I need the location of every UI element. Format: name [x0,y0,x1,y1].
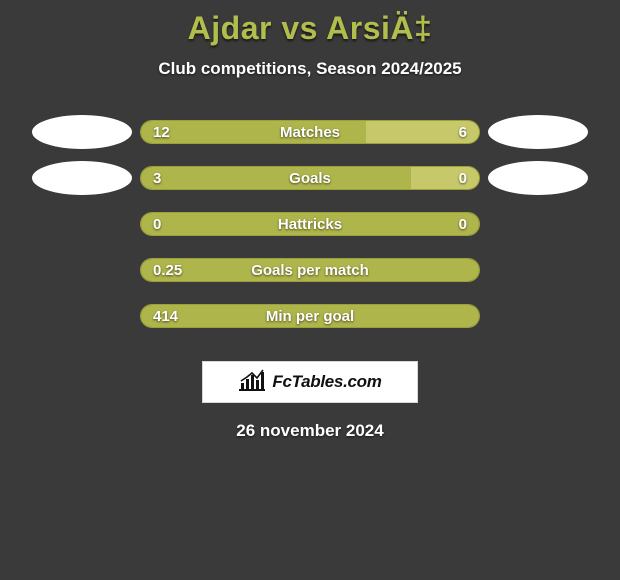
stats-card: Ajdar vs ArsiÄ‡ Club competitions, Seaso… [0,0,620,580]
right-badge [488,115,588,149]
stat-bar: Goals30 [140,166,480,190]
bar-base [141,259,479,281]
fctables-link[interactable]: FcTables.com [202,361,418,403]
stat-bar: Min per goal414 [140,304,480,328]
left-badge [32,115,132,149]
stat-row: Matches126 [0,109,620,155]
bar-highlight [366,121,479,143]
left-badge [32,161,132,195]
bar-base [141,305,479,327]
date-text: 26 november 2024 [0,421,620,441]
stat-row: Min per goal414 [0,293,620,339]
bar-highlight [411,167,479,189]
bar-base [141,213,479,235]
logo-text: FcTables.com [272,372,381,392]
stat-bar: Goals per match0.25 [140,258,480,282]
page-title: Ajdar vs ArsiÄ‡ [0,0,620,47]
stat-row: Goals per match0.25 [0,247,620,293]
stat-rows: Matches126 Goals30 Hattricks00 Goals per ma… [0,109,620,339]
subtitle: Club competitions, Season 2024/2025 [0,59,620,79]
stat-row: Hattricks00 [0,201,620,247]
stat-bar: Hattricks00 [140,212,480,236]
barchart-icon [238,369,266,396]
right-badge [488,161,588,195]
stat-row: Goals30 [0,155,620,201]
stat-bar: Matches126 [140,120,480,144]
